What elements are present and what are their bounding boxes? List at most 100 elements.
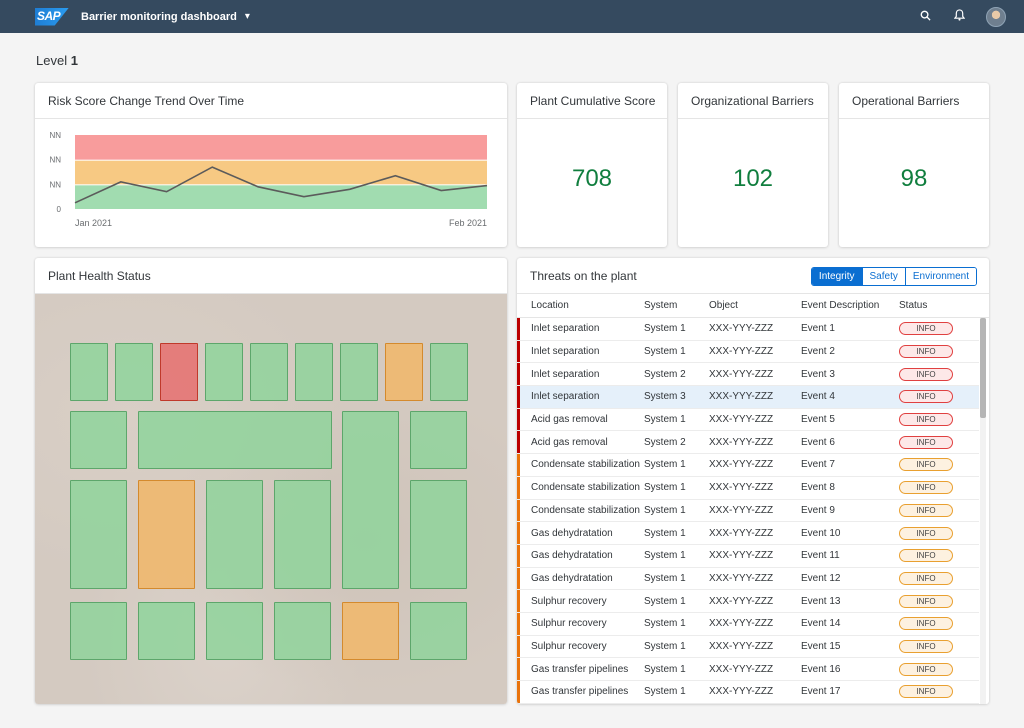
severity-indicator	[517, 635, 520, 658]
cell-system: System 1	[644, 618, 686, 630]
kpi-card-plant-score[interactable]: Plant Cumulative Score 708	[517, 83, 667, 247]
plant-unit[interactable]	[295, 343, 333, 401]
user-avatar[interactable]	[986, 6, 1006, 27]
risk-trend-line	[74, 166, 488, 204]
table-row[interactable]: Inlet separation System 3 XXX-YYY-ZZZ Event…	[517, 386, 979, 409]
cell-system: System 1	[644, 572, 686, 584]
tab-environment[interactable]: Environment	[904, 268, 976, 285]
plant-unit[interactable]	[340, 343, 378, 401]
plant-unit[interactable]	[70, 480, 127, 589]
col-status[interactable]: Status	[899, 300, 928, 311]
scrollbar-thumb[interactable]	[980, 318, 986, 418]
plant-unit-warning[interactable]	[385, 343, 423, 401]
table-row[interactable]: Sulphur recovery System 1 XXX-YYY-ZZZ Event…	[517, 590, 979, 613]
cell-event-description: Event 9	[801, 504, 835, 516]
cell-event-description: Event 12	[801, 572, 841, 584]
table-row[interactable]: Inlet separation System 2 XXX-YYY-ZZZ Event…	[517, 363, 979, 387]
plant-unit-warning[interactable]	[342, 602, 399, 660]
table-row[interactable]: Sulphur recovery System 1 XXX-YYY-ZZZ Event…	[517, 635, 979, 659]
table-row[interactable]: Gas dehydratation System 1 XXX-YYY-ZZZ Even…	[517, 522, 979, 545]
plant-unit[interactable]	[70, 602, 127, 660]
table-row[interactable]: Inlet separation System 1 XXX-YYY-ZZZ Event…	[517, 340, 979, 364]
plant-unit[interactable]	[410, 411, 467, 469]
plant-unit-warning[interactable]	[138, 480, 195, 589]
table-row[interactable]: Acid gas removal System 2 XXX-YYY-ZZZ Event…	[517, 431, 979, 455]
severity-indicator	[517, 454, 520, 476]
cell-status: INFO	[899, 481, 969, 495]
table-row[interactable]: Acid gas removal System 1 XXX-YYY-ZZZ Event…	[517, 408, 979, 432]
x-tick-label: Jan 2021	[75, 218, 112, 228]
col-location[interactable]: Location	[531, 300, 569, 311]
plant-unit[interactable]	[250, 343, 288, 401]
table-row[interactable]: Gas dehydratation System 1 XXX-YYY-ZZZ Even…	[517, 567, 979, 591]
cell-location: Gas dehydratation	[531, 527, 613, 539]
plant-unit-critical[interactable]	[160, 343, 198, 401]
table-row[interactable]: Sulphur recovery System 1 XXX-YYY-ZZZ Event…	[517, 612, 979, 636]
plant-unit[interactable]	[205, 343, 243, 401]
severity-indicator	[517, 318, 520, 340]
cell-system: System 1	[644, 482, 686, 494]
table-row[interactable]: Condensate stabilization System 1 XXX-YYY-…	[517, 476, 979, 500]
plant-unit[interactable]	[70, 411, 127, 469]
cell-status: INFO	[899, 526, 969, 540]
kpi-card-operational-barriers[interactable]: Operational Barriers 98	[839, 83, 989, 247]
severity-indicator	[517, 522, 520, 544]
table-row[interactable]: Gas transfer pipelines System 1 XXX-YYY-ZZ…	[517, 658, 979, 681]
y-tick-label: NN	[49, 180, 61, 189]
severity-indicator	[517, 408, 520, 431]
cell-status: INFO	[899, 594, 969, 608]
cell-object: XXX-YYY-ZZZ	[709, 686, 774, 698]
cell-object: XXX-YYY-ZZZ	[709, 572, 774, 584]
plant-unit[interactable]	[410, 602, 467, 660]
plant-unit[interactable]	[138, 602, 195, 660]
col-system[interactable]: System	[644, 300, 678, 311]
cell-event-description: Event 5	[801, 414, 835, 426]
plant-unit[interactable]	[342, 411, 399, 589]
kpi-card-organizational-barriers[interactable]: Organizational Barriers 102	[678, 83, 828, 247]
plant-unit[interactable]	[274, 602, 331, 660]
severity-indicator	[517, 658, 520, 680]
plant-unit[interactable]	[206, 602, 263, 660]
col-event-description[interactable]: Event Description	[801, 300, 880, 311]
table-scrollbar[interactable]	[980, 318, 986, 704]
search-icon[interactable]	[918, 10, 932, 24]
table-row[interactable]: Condensate stabilization System 1 XXX-YYY-…	[517, 499, 979, 523]
cell-object: XXX-YYY-ZZZ	[709, 595, 774, 607]
cell-system: System 1	[644, 527, 686, 539]
cell-status: INFO	[899, 662, 969, 676]
table-row[interactable]: Gas transfer pipelines System 1 XXX-YYY-ZZ…	[517, 681, 979, 704]
y-tick-label: NN	[49, 131, 61, 140]
status-badge: INFO	[899, 549, 953, 563]
app-title: Barrier monitoring dashboard	[81, 10, 237, 23]
plant-unit[interactable]	[115, 343, 153, 401]
table-row[interactable]: Gas dehydratation System 1 XXX-YYY-ZZZ Even…	[517, 544, 979, 568]
x-tick-label: Feb 2021	[449, 218, 487, 228]
plant-unit[interactable]	[206, 480, 263, 589]
severity-indicator	[517, 476, 520, 499]
bell-icon[interactable]	[952, 9, 966, 24]
plant-unit[interactable]	[138, 411, 332, 469]
cell-system: System 1	[644, 414, 686, 426]
plant-unit[interactable]	[430, 343, 468, 401]
table-row[interactable]: Inlet separation System 1 XXX-YYY-ZZZ Event…	[517, 318, 979, 341]
cell-event-description: Event 15	[801, 640, 841, 652]
app-title-menu[interactable]: Barrier monitoring dashboard ▾	[81, 11, 250, 23]
status-badge: INFO	[899, 435, 953, 449]
cell-system: System 1	[644, 323, 686, 335]
plant-unit[interactable]	[274, 480, 331, 589]
status-badge: INFO	[899, 503, 953, 517]
severity-indicator	[517, 590, 520, 612]
sap-logo[interactable]: SAP	[35, 7, 69, 26]
col-object[interactable]: Object	[709, 300, 738, 311]
risk-trend-card: Risk Score Change Trend Over Time NN NN NN…	[35, 83, 507, 247]
cell-system: System 1	[644, 640, 686, 652]
table-row[interactable]: Condensate stabilization System 1 XXX-YYY-…	[517, 454, 979, 477]
cell-system: System 1	[644, 504, 686, 516]
plant-unit[interactable]	[410, 480, 467, 589]
cell-system: System 1	[644, 595, 686, 607]
plant-unit[interactable]	[70, 343, 108, 401]
tab-safety[interactable]: Safety	[861, 268, 905, 285]
tab-integrity[interactable]: Integrity	[811, 268, 862, 285]
logo-text: SAP	[37, 8, 61, 23]
table-header: Location System Object Event Description…	[517, 294, 989, 318]
